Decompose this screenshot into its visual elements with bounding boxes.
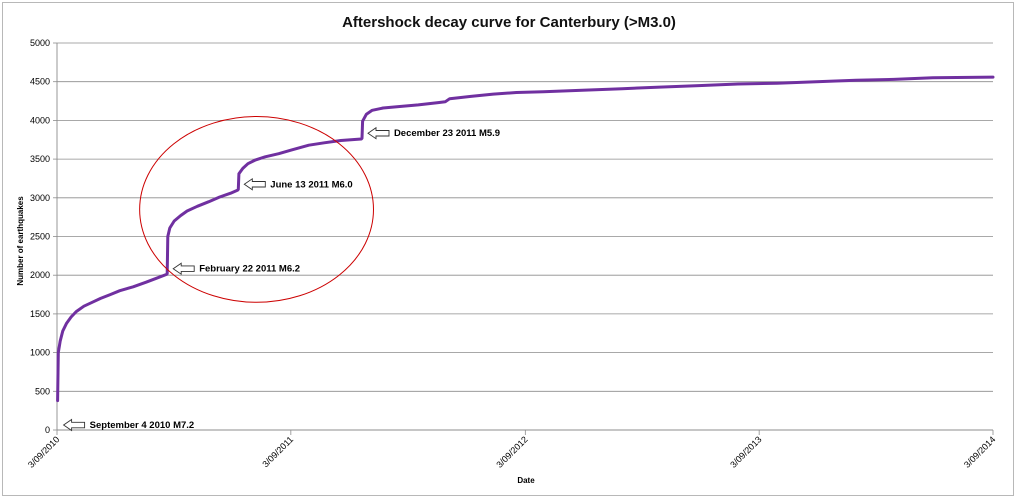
series-line <box>56 75 995 403</box>
series-group <box>56 75 995 403</box>
annotation-label: September 4 2010 M7.2 <box>90 420 195 431</box>
y-tick-label: 1500 <box>30 309 50 319</box>
y-tick-label: 3500 <box>30 154 50 164</box>
y-tick-label: 4500 <box>30 77 50 87</box>
gridlines <box>57 42 993 392</box>
y-tick-label: 500 <box>35 386 50 396</box>
y-tick-label: 2500 <box>30 232 50 242</box>
annotation-label: February 22 2011 M6.2 <box>199 264 300 275</box>
highlight-ellipse <box>139 116 374 303</box>
x-tick-label: 3/09/2010 <box>26 434 61 469</box>
y-tick-label: 4000 <box>30 115 50 125</box>
y-tick-label: 1000 <box>30 348 50 358</box>
annotation-arrow <box>62 418 86 432</box>
y-tick-labels: 0 500 1000 1500 2000 2500 3000 3500 4000 4500 5000 <box>30 38 50 435</box>
y-axis-label: Number of earthquakes <box>16 196 25 286</box>
x-axis-label: Date <box>517 476 535 485</box>
y-tick-label: 0 <box>45 425 50 435</box>
y-tick-label: 3000 <box>30 193 50 203</box>
x-tick-label: 3/09/2012 <box>494 434 529 469</box>
x-tick-labels: 3/09/2010 3/09/2011 3/09/2012 3/09/2013 3/09… <box>26 434 997 469</box>
annotation-label: December 23 2011 M5.9 <box>394 128 500 139</box>
annotation-label: June 13 2011 M6.0 <box>270 179 352 190</box>
axes <box>53 42 994 435</box>
annotations: September 4 2010 M7.2 February 22 2011 M6… <box>62 126 500 432</box>
chart-title: Aftershock decay curve for Canterbury (>… <box>342 14 676 31</box>
y-tick-label: 5000 <box>30 38 50 48</box>
annotation-arrow <box>172 262 195 276</box>
x-tick-label: 3/09/2013 <box>728 434 763 469</box>
annotation-arrow <box>367 126 390 140</box>
chart-frame: Aftershock decay curve for Canterbury (>… <box>2 2 1014 496</box>
x-tick-label: 3/09/2014 <box>962 434 997 469</box>
y-tick-label: 2000 <box>30 270 50 280</box>
x-tick-label: 3/09/2011 <box>260 434 295 469</box>
annotation-arrow <box>243 177 266 191</box>
aftershock-chart: Aftershock decay curve for Canterbury (>… <box>16 14 997 485</box>
highlight-group <box>139 116 374 303</box>
